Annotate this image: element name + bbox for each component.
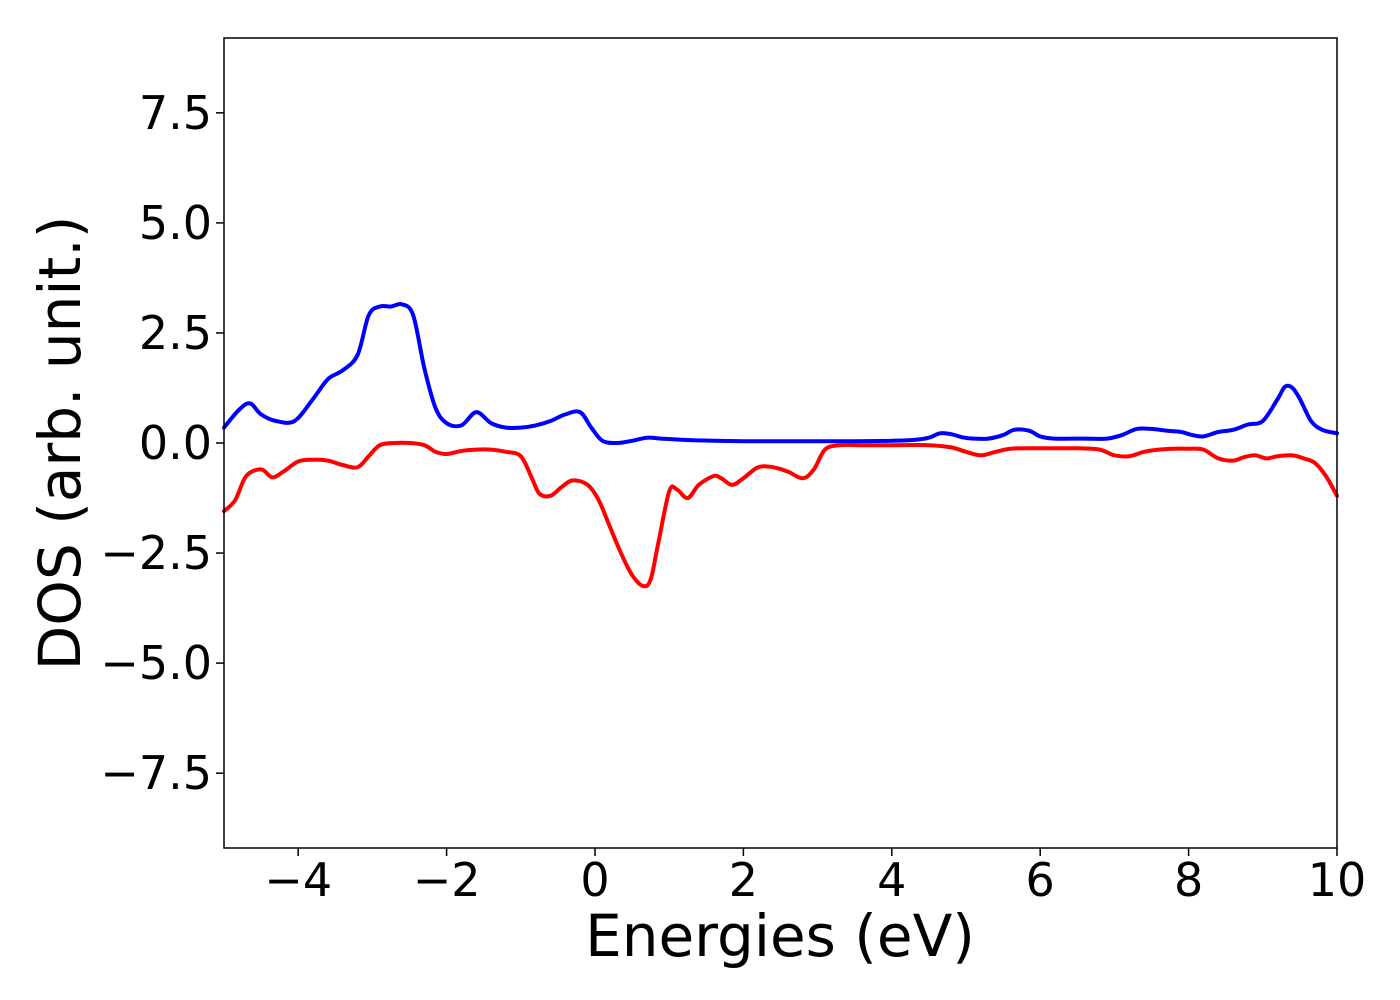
x-tick-label: 10 xyxy=(1308,853,1367,907)
series-line-spin-up xyxy=(222,301,1339,446)
x-tick-label: 0 xyxy=(580,853,609,907)
y-tick-label: 7.5 xyxy=(139,86,212,140)
x-tick-label: −4 xyxy=(264,853,332,907)
x-tick-label: −2 xyxy=(413,853,481,907)
series-line-spin-down xyxy=(222,440,1339,589)
x-tick-label: 8 xyxy=(1174,853,1203,907)
x-tick-label: 4 xyxy=(877,853,906,907)
y-tick-label: −5.0 xyxy=(100,636,212,690)
y-tick-label: 0.0 xyxy=(139,416,212,470)
x-axis-label: Energies (eV) xyxy=(585,902,975,970)
y-axis-label: DOS (arb. unit.) xyxy=(26,216,94,671)
y-tick-label: 2.5 xyxy=(139,306,212,360)
x-tick-label: 2 xyxy=(729,853,758,907)
y-tick-label: −2.5 xyxy=(100,526,212,580)
y-tick-label: 5.0 xyxy=(139,196,212,250)
x-tick-label: 6 xyxy=(1026,853,1055,907)
y-axis-ticks: 7.5 5.0 2.5 0.0 −2.5 −5.0 −7.5 xyxy=(100,86,224,800)
y-tick-label: −7.5 xyxy=(100,746,212,800)
x-axis-ticks: −4 −2 0 2 4 6 8 10 xyxy=(264,848,1366,907)
series-layer xyxy=(222,301,1339,589)
